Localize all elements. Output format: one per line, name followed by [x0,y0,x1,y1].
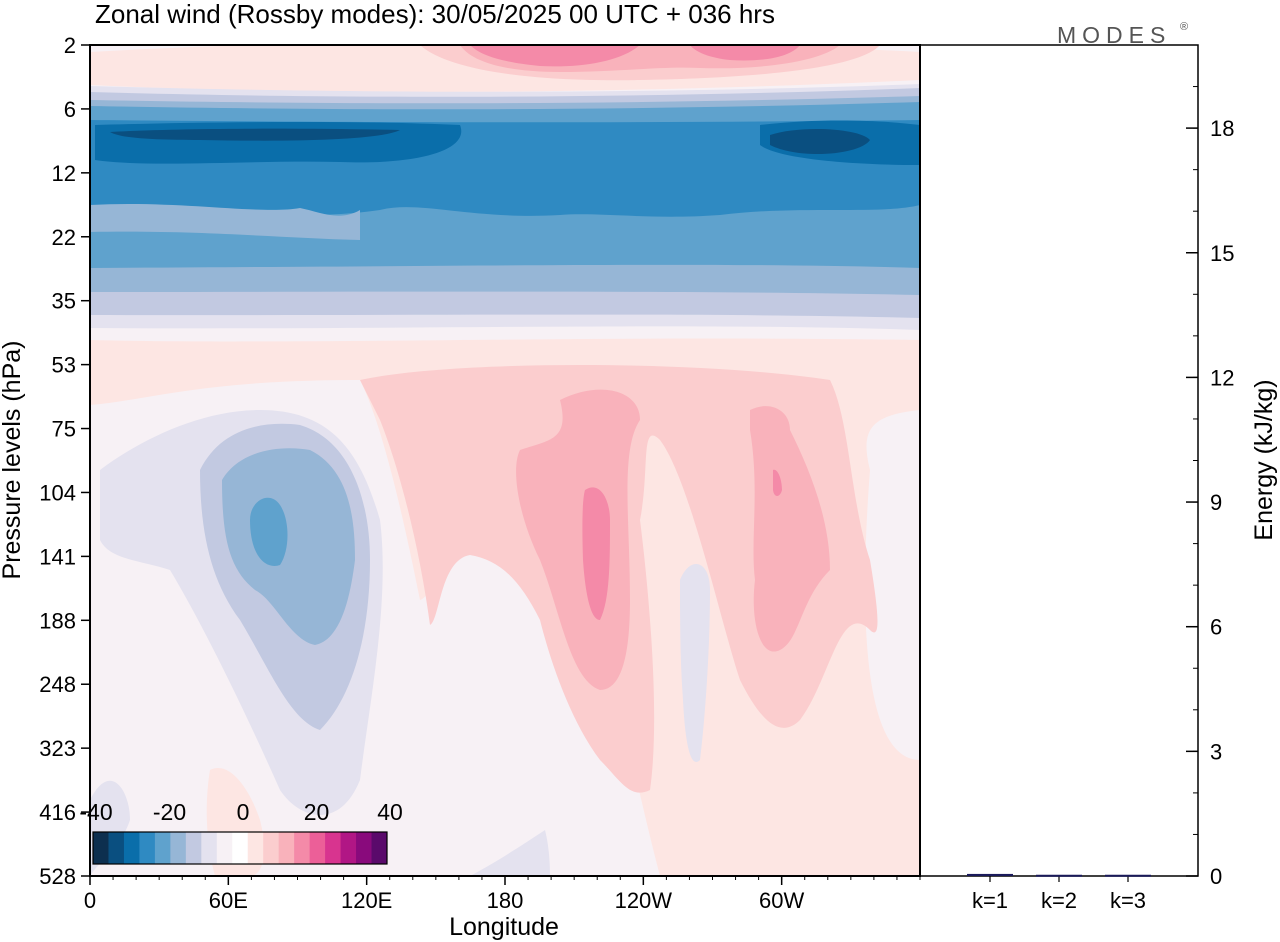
colorbar: -40 -20 0 20 40 [79,799,403,865]
x-tick-label: 180 [487,888,524,913]
contour-mid-pink-4 [750,406,830,652]
x-tick-label: 60W [759,888,804,913]
y-tick-label: 35 [52,289,76,314]
y-tick-label: 104 [39,480,76,505]
y-axis-label: Pressure levels (hPa) [0,341,26,580]
colorbar-tick-label: 20 [304,799,330,825]
y-tick-label: 75 [52,417,76,442]
energy-bar [1036,874,1082,877]
colorbar-swatch [93,832,109,864]
y-tick-label: 22 [52,225,76,250]
y-tick-label: 141 [39,544,76,569]
registered-mark: ® [1180,21,1188,33]
y-tick-label: 12 [52,161,76,186]
contour-low-blue-5 [680,563,710,762]
y-tick-label: 416 [39,800,76,825]
contour-mid-pink-5 [582,469,782,620]
energy-tick-label: 12 [1210,365,1234,390]
colorbar-tick-label: 40 [377,799,403,825]
colorbar-swatch [356,832,373,864]
energy-tick-label: 3 [1210,739,1222,764]
energy-category-label: k=2 [1041,888,1077,913]
colorbar-swatch [185,832,202,864]
energy-category-label: k=3 [1110,888,1146,913]
colorbar-swatch [325,832,342,864]
colorbar-swatch [201,832,218,864]
energy-tick-label: 9 [1210,490,1222,515]
contour-low-blue-3 [222,448,355,645]
contour-low-blue-6 [90,780,550,876]
contour-band-7 [110,128,870,155]
energy-tick-label: 0 [1210,864,1222,889]
colorbar-swatch [278,832,295,864]
colorbar-swatch [309,832,326,864]
colorbar-swatch [294,832,311,864]
colorbar-tick-label: -40 [79,799,112,825]
x-tick-label: 120W [615,888,673,913]
y-tick-label: 53 [52,353,76,378]
contour-field [90,45,920,876]
colorbar-tick-label: 0 [237,799,250,825]
energy-tick-label: 18 [1210,116,1234,141]
colorbar-swatch [139,832,156,864]
x-tick-label: 0 [84,888,96,913]
y-tick-label: 188 [39,608,76,633]
y-tick-label: 2 [64,33,76,58]
contour-upper-pink-4 [470,45,800,67]
colorbar-tick-label: -20 [153,799,186,825]
colorbar-swatch [170,832,187,864]
x-tick-label: 120E [341,888,392,913]
colorbar-swatch [371,832,388,864]
y-tick-label: 323 [39,736,76,761]
colorbar-swatch [232,832,249,864]
x-axis-label: Longitude [449,913,559,941]
colorbar-swatch [123,832,140,864]
contour-mid-pink-3 [516,389,640,690]
y-tick-label: 248 [39,672,76,697]
y-tick-label: 528 [39,864,76,889]
energy-tick-label: 15 [1210,241,1234,266]
colorbar-swatch [247,832,264,864]
energy-frame [919,44,1199,877]
contour-low-blue-4 [250,497,288,566]
energy-axis-label: Energy (kJ/kg) [1250,379,1278,540]
colorbar-swatch [216,832,233,864]
colorbar-frame [92,831,388,865]
colorbar-swatch [340,832,357,864]
energy-bars [967,873,1151,877]
map-axes: 0 60E 120E 180 120W 60W 2 6 12 22 35 53 75 104 141 188 2… [39,33,921,913]
energy-bar [967,873,1013,876]
energy-category-label: k=1 [972,888,1008,913]
colorbar-swatch [263,832,280,864]
colorbar-swatch [108,832,125,864]
y-tick-label: 6 [64,97,76,122]
energy-tick-label: 6 [1210,615,1222,640]
colorbar-swatch [154,832,171,864]
x-tick-label: 60E [209,888,248,913]
chart-title: Zonal wind (Rossby modes): 30/05/2025 00… [95,0,775,29]
modes-logo: MODES [1057,22,1171,48]
energy-bar [1105,874,1151,877]
contour-band-8 [90,203,360,240]
energy-axes: 0 3 6 9 12 15 18 k=1 k=2 k=3 [972,44,1234,913]
